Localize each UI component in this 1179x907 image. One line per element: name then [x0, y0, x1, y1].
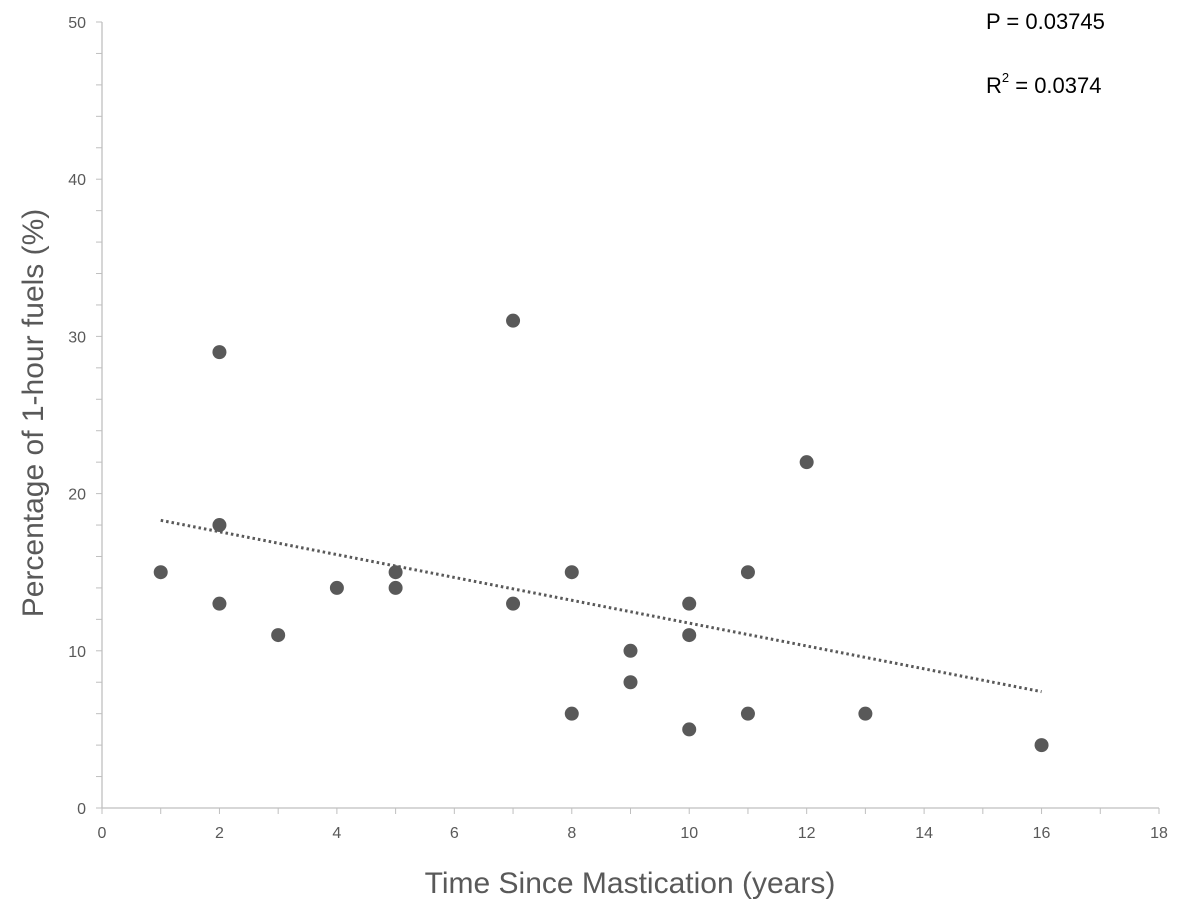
x-tick-label: 6 [450, 825, 459, 842]
data-point [682, 628, 697, 643]
y-axis-ticks: 0 10 20 30 40 50 [68, 15, 102, 818]
data-point [564, 706, 579, 721]
data-point [623, 643, 638, 658]
p-value-prefix: P = [986, 9, 1025, 34]
x-axis-title: Time Since Mastication (years) [425, 867, 836, 900]
r-squared-base: R [986, 73, 1002, 98]
x-tick-label: 10 [680, 825, 698, 842]
data-point [212, 518, 227, 533]
x-axis-ticks: 0 2 4 6 8 10 12 14 16 18 [98, 808, 1168, 842]
y-axis-title: Percentage of 1-hour fuels (%) [17, 209, 50, 618]
y-tick-label: 40 [68, 172, 86, 189]
trendline [160, 518, 1042, 694]
x-tick-label: 4 [332, 825, 341, 842]
r-squared-value: = 0.0374 [1009, 73, 1101, 98]
x-tick-label: 14 [915, 825, 933, 842]
axes [101, 22, 1159, 809]
data-point [740, 565, 755, 580]
data-point [153, 565, 168, 580]
r-squared-annotation: R2 = 0.0374 [986, 70, 1102, 98]
data-point [212, 345, 227, 360]
data-points [153, 313, 1049, 753]
data-point [682, 722, 697, 737]
y-tick-label: 20 [68, 487, 86, 504]
x-tick-label: 16 [1033, 825, 1051, 842]
data-point [1034, 738, 1049, 753]
x-tick-label: 8 [567, 825, 576, 842]
data-point [329, 580, 344, 595]
x-tick-label: 2 [215, 825, 224, 842]
data-point [564, 565, 579, 580]
data-point [799, 455, 814, 470]
trendline-group [160, 518, 1042, 694]
data-point [623, 675, 638, 690]
x-tick-label: 18 [1150, 825, 1168, 842]
data-point [388, 580, 403, 595]
data-point [212, 596, 227, 611]
data-point [506, 596, 521, 611]
data-point [271, 628, 286, 643]
x-tick-label: 0 [98, 825, 107, 842]
r-squared-superscript: 2 [1002, 70, 1009, 85]
data-point [858, 706, 873, 721]
y-tick-label: 30 [68, 329, 86, 346]
p-value: 0.03745 [1025, 9, 1105, 34]
x-tick-label: 12 [798, 825, 816, 842]
p-value-annotation: P = 0.03745 [986, 9, 1105, 34]
y-tick-label: 10 [68, 644, 86, 661]
data-point [388, 565, 403, 580]
data-point [506, 313, 521, 328]
data-point [740, 706, 755, 721]
data-point [682, 596, 697, 611]
y-tick-label: 0 [77, 801, 86, 818]
y-tick-label: 50 [68, 15, 86, 32]
